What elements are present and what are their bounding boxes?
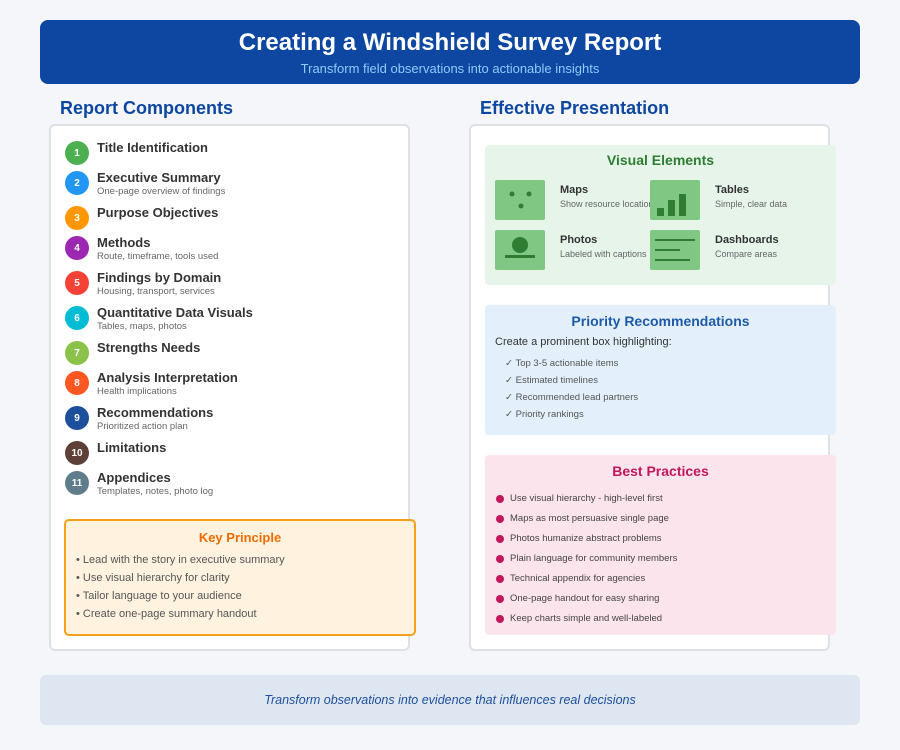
visual-element-label: Dashboards <box>715 234 779 246</box>
component-title: Limitations <box>97 440 167 455</box>
priority-item: Estimated timelines <box>505 372 836 389</box>
key-principle-title: Key Principle <box>198 530 282 545</box>
best-practice-item: Photos humanize abstract problems <box>496 529 836 549</box>
step-number-badge: 2 <box>65 171 89 195</box>
visual-element-desc: Simple, clear data <box>715 199 788 209</box>
visual-element-maps: Maps Show resource locations <box>495 180 658 220</box>
page-title: Creating a Windshield Survey Report <box>238 29 662 56</box>
component-title: Recommendations <box>97 405 214 420</box>
report-components-heading: Report Components <box>60 98 233 118</box>
page-subtitle: Transform field observations into action… <box>300 61 600 76</box>
visual-element-dashboards: Dashboards Compare areas <box>650 230 800 270</box>
best-practices-box: Best Practices Use visual hierarchy - hi… <box>485 455 836 635</box>
photo-icon <box>495 230 545 270</box>
visual-element-tables: Tables Simple, clear data <box>650 180 800 220</box>
map-icon <box>495 180 545 220</box>
component-subtitle: Prioritized action plan <box>97 421 188 432</box>
key-principle-item: Tailor language to your audience <box>76 587 414 605</box>
step-number-badge: 1 <box>65 141 89 165</box>
visual-elements-title: Visual Elements <box>606 152 715 168</box>
effective-presentation-panel: Visual Elements Maps Show resource locat… <box>469 124 836 651</box>
key-principle-item: Create one-page summary handout <box>76 605 414 623</box>
component-title: Title Identification <box>97 140 208 155</box>
visual-element-desc: Show resource locations <box>560 199 659 209</box>
visual-element-label: Maps <box>560 184 589 196</box>
visual-element-photos: Photos Labeled with captions <box>495 230 647 270</box>
component-subtitle: Housing, transport, services <box>97 286 215 297</box>
step-number-badge: 10 <box>65 441 89 465</box>
step-number-badge: 5 <box>65 271 89 295</box>
step-number-badge: 7 <box>65 341 89 365</box>
component-subtitle: Health implications <box>97 386 177 397</box>
key-principle-item: Lead with the story in executive summary <box>76 551 414 569</box>
visual-element-desc: Compare areas <box>715 249 778 259</box>
key-principle-box: Key Principle Lead with the story in exe… <box>64 519 416 636</box>
step-number-badge: 4 <box>65 236 89 260</box>
header-banner: Creating a Windshield Survey Report Tran… <box>40 20 860 84</box>
visual-element-desc: Labeled with captions <box>560 249 647 259</box>
step-number-badge: 11 <box>65 471 89 495</box>
effective-presentation-heading: Effective Presentation <box>480 98 670 118</box>
best-practice-item: Technical appendix for agencies <box>496 569 836 589</box>
priority-recommendations-title: Priority Recommendations <box>571 313 750 329</box>
step-number-badge: 3 <box>65 206 89 230</box>
component-subtitle: Route, timeframe, tools used <box>97 251 219 262</box>
component-title: Executive Summary <box>97 170 221 185</box>
visual-element-label: Photos <box>560 234 598 246</box>
best-practice-item: One-page handout for easy sharing <box>496 589 836 609</box>
priority-item: Priority rankings <box>505 406 836 423</box>
best-practice-item: Maps as most persuasive single page <box>496 509 836 529</box>
step-number-badge: 8 <box>65 371 89 395</box>
component-title: Findings by Domain <box>97 270 222 285</box>
footer-banner: Transform observations into evidence tha… <box>40 675 860 725</box>
key-principle-item: Use visual hierarchy for clarity <box>76 569 414 587</box>
component-subtitle: One-page overview of findings <box>97 186 226 197</box>
bar-chart-icon <box>650 180 700 220</box>
component-title: Appendices <box>97 470 171 485</box>
component-title: Strengths Needs <box>97 340 201 355</box>
visual-elements-box: Visual Elements Maps Show resource locat… <box>485 145 836 285</box>
best-practice-item: Use visual hierarchy - high-level first <box>496 489 836 509</box>
step-number-badge: 6 <box>65 306 89 330</box>
best-practice-item: Keep charts simple and well-labeled <box>496 609 836 629</box>
step-number-badge: 9 <box>65 406 89 430</box>
dashboard-icon <box>650 230 700 270</box>
report-components-panel: 1 Title Identification 2 Executive Summa… <box>49 124 416 651</box>
component-title: Methods <box>97 235 151 250</box>
component-title: Analysis Interpretation <box>97 370 238 385</box>
priority-intro: Create a prominent box highlighting: <box>495 336 672 348</box>
priority-item: Recommended lead partners <box>505 389 836 406</box>
component-subtitle: Templates, notes, photo log <box>97 486 214 497</box>
footer-text: Transform observations into evidence tha… <box>264 693 636 707</box>
visual-element-label: Tables <box>715 184 750 196</box>
component-title: Quantitative Data Visuals <box>97 305 253 320</box>
component-title: Purpose Objectives <box>97 205 219 220</box>
component-subtitle: Tables, maps, photos <box>97 321 187 332</box>
priority-recommendations-box: Priority Recommendations Create a promin… <box>485 305 836 435</box>
best-practices-title: Best Practices <box>612 463 709 479</box>
best-practice-item: Plain language for community members <box>496 549 836 569</box>
priority-item: Top 3-5 actionable items <box>505 355 836 372</box>
